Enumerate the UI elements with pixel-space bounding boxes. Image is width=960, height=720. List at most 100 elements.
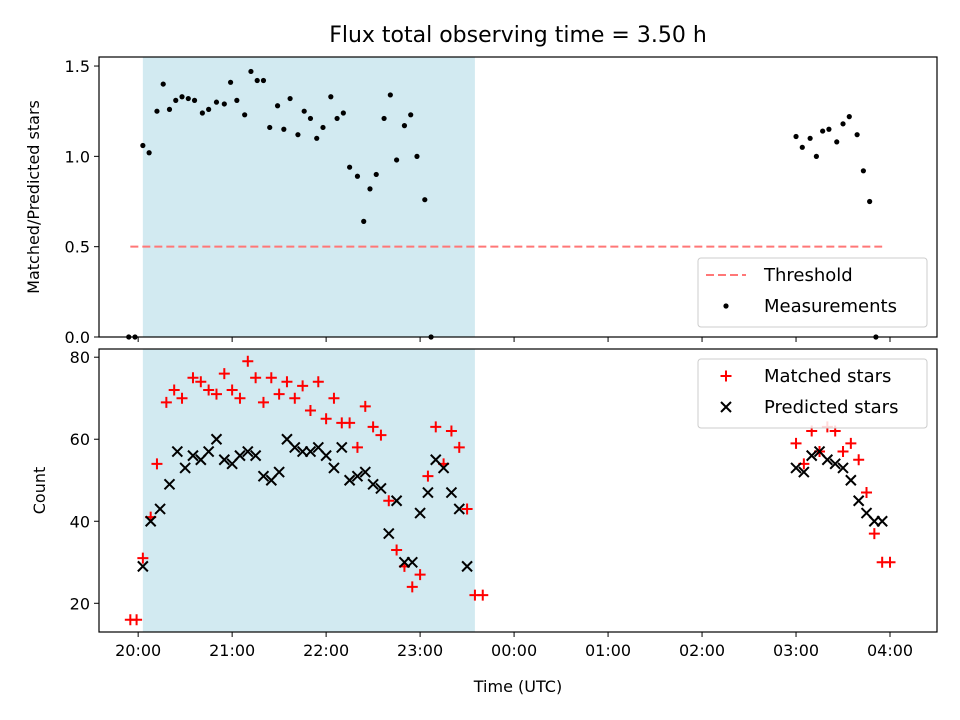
data-point xyxy=(798,466,810,478)
data-point xyxy=(154,108,160,114)
data-point xyxy=(151,458,163,470)
x-tick-label: 01:00 xyxy=(585,641,631,660)
data-point xyxy=(805,449,818,462)
data-point xyxy=(254,77,260,84)
data-point xyxy=(281,376,293,388)
data-point xyxy=(307,115,314,122)
data-point xyxy=(242,355,254,367)
legend-label: Measurements xyxy=(764,296,897,317)
data-point xyxy=(340,110,346,116)
data-point xyxy=(367,421,379,433)
data-point xyxy=(166,106,173,112)
x-tick-label: 04:00 xyxy=(867,641,913,660)
data-point xyxy=(793,133,799,140)
data-point xyxy=(210,433,223,445)
data-point xyxy=(195,376,207,388)
data-point xyxy=(312,376,324,388)
data-point xyxy=(344,417,356,429)
legend-marker xyxy=(723,303,729,309)
data-point xyxy=(320,124,326,131)
data-point xyxy=(414,569,426,581)
data-point xyxy=(375,482,387,495)
legend: Threshold Measurements xyxy=(697,257,928,328)
y-tick-label: 1.0 xyxy=(65,147,90,166)
data-point xyxy=(351,470,364,482)
x-tick-label: 21:00 xyxy=(209,641,255,660)
data-point xyxy=(257,470,270,482)
data-point xyxy=(394,157,400,163)
data-point xyxy=(453,441,465,453)
data-point xyxy=(837,462,849,474)
x-tick-label: 00:00 xyxy=(491,641,537,660)
data-point xyxy=(304,405,316,417)
data-point xyxy=(163,478,176,491)
data-point xyxy=(144,515,157,527)
data-point xyxy=(281,126,287,132)
data-point xyxy=(422,197,428,203)
y-tick-label: 20 xyxy=(70,594,90,613)
data-point xyxy=(137,552,149,564)
legend-box xyxy=(697,358,928,429)
data-point xyxy=(301,108,307,114)
data-point xyxy=(218,454,231,466)
legend: Matched stars Predicted stars xyxy=(697,358,928,429)
data-point xyxy=(206,106,212,112)
data-point xyxy=(414,507,426,519)
data-point xyxy=(477,589,489,601)
data-point xyxy=(242,112,248,118)
data-point xyxy=(304,445,317,458)
y-tick-label: 0.5 xyxy=(65,238,90,257)
data-point xyxy=(131,614,143,626)
data-point xyxy=(453,503,465,515)
data-point xyxy=(799,144,805,150)
data-point xyxy=(179,462,191,474)
data-point xyxy=(813,153,819,159)
data-point xyxy=(829,458,841,470)
data-point xyxy=(289,392,301,404)
data-point xyxy=(884,556,896,568)
series-predicted-stars xyxy=(137,433,888,573)
data-point xyxy=(154,503,166,515)
data-point xyxy=(351,441,363,453)
data-point xyxy=(160,81,166,87)
data-point xyxy=(213,99,220,105)
legend-label: Predicted stars xyxy=(764,397,898,418)
x-tick-label: 03:00 xyxy=(773,641,819,660)
data-point xyxy=(242,445,254,458)
data-point xyxy=(383,527,395,540)
legend-marker xyxy=(720,401,732,413)
legend-label: Threshold xyxy=(763,265,853,286)
data-point xyxy=(234,97,240,103)
data-point xyxy=(361,218,367,224)
data-point xyxy=(375,429,387,441)
data-point xyxy=(173,97,179,103)
x-tick-label: 02:00 xyxy=(679,641,725,660)
data-point xyxy=(406,581,418,593)
axes-frame xyxy=(98,56,938,338)
data-point xyxy=(846,114,852,120)
data-point xyxy=(390,495,403,507)
data-point xyxy=(354,173,361,179)
data-point xyxy=(790,462,802,474)
data-point xyxy=(289,441,301,454)
data-point xyxy=(221,101,227,107)
data-point xyxy=(437,462,450,474)
data-point xyxy=(367,186,373,192)
data-point xyxy=(422,486,434,499)
data-point xyxy=(445,486,458,499)
y-tick-label: 1.5 xyxy=(65,57,90,76)
data-point xyxy=(343,474,356,486)
data-point xyxy=(854,132,860,138)
data-point xyxy=(187,449,199,462)
data-point xyxy=(137,560,149,573)
data-point xyxy=(218,368,230,380)
ratio-panel: 0.0 0.5 1.0 1.5 Matched/Predicted stars Thres… xyxy=(24,56,938,347)
data-point xyxy=(250,372,262,384)
data-point xyxy=(234,449,246,462)
y-tick-label: 80 xyxy=(70,348,90,367)
data-point xyxy=(840,121,846,127)
data-point xyxy=(445,425,457,437)
data-point xyxy=(160,396,172,408)
data-point xyxy=(257,396,269,408)
